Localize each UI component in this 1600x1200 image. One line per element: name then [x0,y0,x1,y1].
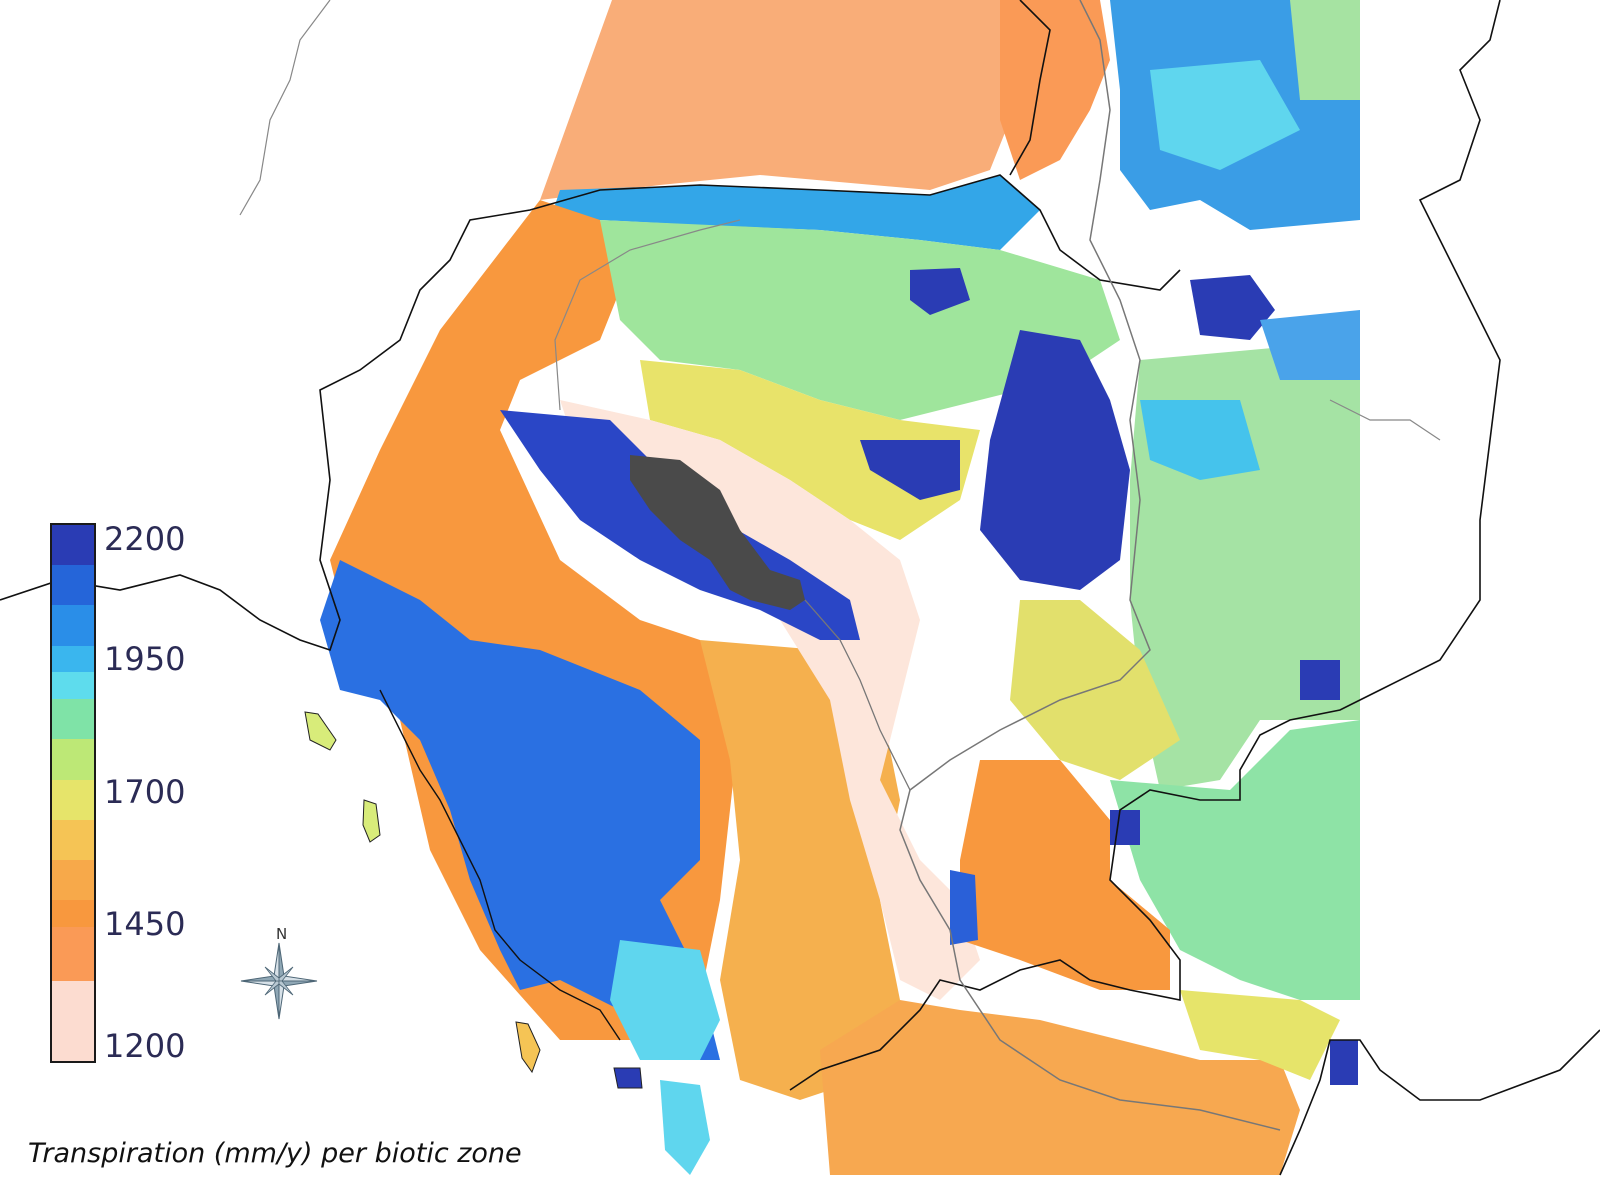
zone-east-cyan [1140,400,1260,480]
island-darkblue [613,1067,643,1089]
legend-tick-1700: 1700 [104,773,186,811]
zone-south-cyan-island [660,1080,710,1175]
zone-south-orange [820,1000,1300,1175]
zone-northeast-orange-tip [1000,0,1110,180]
map-caption: Transpiration (mm/y) per biotic zone [28,1138,522,1169]
compass-north-label: N [276,925,288,943]
legend-color-band [52,525,94,566]
legend-tick-2200: 2200 [104,520,186,558]
zone-east-darkblue [980,330,1130,590]
zone-valley-blue [950,870,978,945]
lake [630,455,805,610]
country-border-east [789,0,1501,1091]
zone-south-yellow [1180,990,1340,1080]
legend-color-band [52,819,94,860]
legend-tick-1450: 1450 [104,905,186,943]
legend-color-band [52,739,94,780]
zone-central-yellow [640,360,980,540]
river-tonle-sap [804,599,911,791]
river-north-west [239,0,331,216]
legend-tick-1200: 1200 [104,1027,186,1065]
zone-northeast-cyan [1150,60,1300,170]
zone-floodplain-pale [560,400,980,1000]
river-north-east [1329,399,1441,441]
zone-east-blue-band [1260,310,1360,380]
zone-north-blue-strip [550,175,1040,250]
zone-green-top [1290,0,1360,100]
zone-east-yellow [1010,600,1180,780]
country-border-north [1009,0,1051,176]
legend-color-band [52,672,94,700]
zone-central-green [600,220,1120,420]
country-border-west [0,174,1181,652]
legend-color-band [52,980,94,1061]
legend-color-band [52,900,94,927]
legend-color-band [52,699,94,740]
legend-tick-1950: 1950 [104,640,186,678]
legend-color-band [52,779,94,820]
legend-color-band [52,605,94,646]
legend-color-band [52,860,94,901]
river-inner-west [554,219,741,411]
island-green [304,711,337,751]
compass-rose-icon [240,942,318,1020]
legend-color-band [52,565,94,606]
island-green-2 [362,799,381,843]
zone-southeast-orange [960,760,1170,990]
zone-central-darkblue [860,440,960,500]
legend-color-band [52,645,94,673]
legend-colorbar [50,523,96,1063]
island-orange [515,1021,541,1074]
zone-se-darkblue-patch [1330,1040,1358,1085]
zone-ne-darkblue [1190,275,1275,340]
zone-northeast-orange [540,0,1020,200]
legend-color-band [52,927,94,981]
zone-southwest-cyan [610,940,720,1060]
zone-east-darkblue-small [910,268,970,315]
zone-east-darkblue-patch [1300,660,1340,700]
zone-mid-darkblue-patch [1110,810,1140,845]
coastline-southeast [1279,1029,1600,1176]
zone-southwest-blue [320,560,720,1060]
river-mekong [899,0,1281,1131]
legend-color-band [52,1061,94,1062]
zone-southeast-green [1110,720,1360,1000]
coastline-west [379,689,621,1041]
